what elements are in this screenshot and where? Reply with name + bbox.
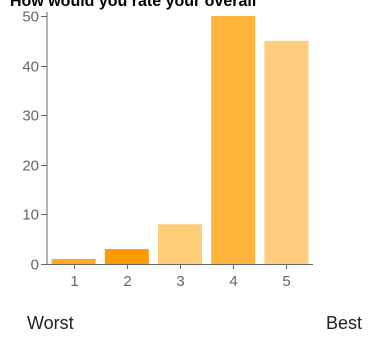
chart-title: How would you rate your overall bbox=[10, 0, 257, 10]
x-tick-label: 2 bbox=[123, 273, 131, 290]
y-tick-label: 50 bbox=[22, 9, 39, 26]
x-tick-label: 3 bbox=[176, 273, 184, 290]
bar-1 bbox=[51, 259, 96, 264]
bar-chart: 0 10 20 30 40 50 1 2 3 4 5 bbox=[22, 9, 313, 290]
y-tick-label: 40 bbox=[22, 59, 39, 76]
scale-low-label: Worst bbox=[27, 313, 74, 333]
bar-4 bbox=[211, 16, 256, 264]
scale-high-label: Best bbox=[326, 313, 363, 333]
x-tick-label: 4 bbox=[229, 273, 237, 290]
bar-2 bbox=[104, 249, 149, 264]
y-tick-label: 10 bbox=[22, 207, 39, 224]
bar-3 bbox=[158, 224, 202, 264]
bar-5 bbox=[264, 40, 309, 264]
y-tick-label: 20 bbox=[22, 158, 39, 175]
y-tick-label: 30 bbox=[22, 108, 39, 125]
y-tick-label: 0 bbox=[31, 257, 39, 274]
x-tick-label: 5 bbox=[282, 273, 290, 290]
x-tick-label: 1 bbox=[70, 273, 78, 290]
